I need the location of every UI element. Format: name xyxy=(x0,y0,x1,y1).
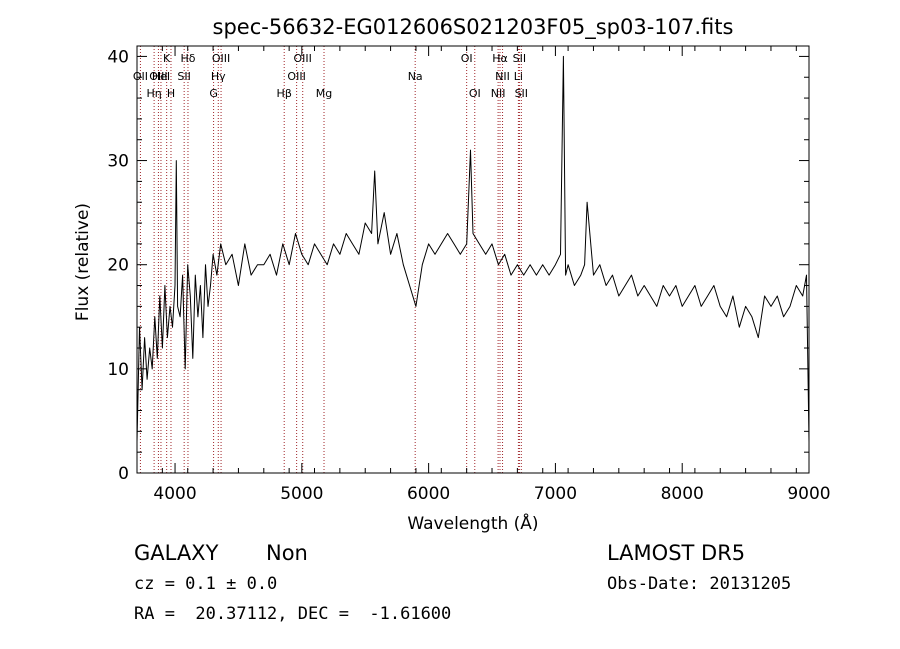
spectrum-line xyxy=(136,55,810,442)
x-axis-label: Wavelength (Å) xyxy=(407,512,538,534)
line-marker-label-10: OIII xyxy=(212,52,230,65)
line-marker-label-5: H xyxy=(167,87,175,100)
line-marker-label-21: Li xyxy=(514,70,523,83)
x-tick-label-1: 5000 xyxy=(280,484,323,504)
line-marker-label-16: OI xyxy=(461,52,473,65)
line-marker-label-2: OIII xyxy=(149,70,167,83)
plot-frame xyxy=(136,45,810,474)
y-tick-label-2: 20 xyxy=(107,256,129,276)
line-marker-label-7: SII xyxy=(177,70,190,83)
object-class: GALAXY xyxy=(134,541,219,565)
y-tick-label-4: 40 xyxy=(107,47,129,67)
line-marker-label-13: OIII xyxy=(294,52,312,65)
line-marker-label-22: SII xyxy=(513,52,526,65)
line-marker-label-9: Hγ xyxy=(211,70,226,83)
line-marker-label-15: Na xyxy=(408,70,423,83)
survey-name: LAMOST DR5 xyxy=(607,541,746,565)
line-marker-label-12: OIII xyxy=(287,70,305,83)
coordinates: RA = 20.37112, DEC = -1.61600 xyxy=(134,604,452,624)
y-tick-label-3: 30 xyxy=(107,152,129,172)
chart-title: spec-56632-EG012606S021203F05_sp03-107.f… xyxy=(213,15,734,40)
observation-date: Obs-Date: 20131205 xyxy=(607,574,792,594)
object-subclass: Non xyxy=(266,541,308,565)
y-tick-label-1: 10 xyxy=(107,360,129,380)
line-marker-label-19: Hα xyxy=(492,52,508,65)
line-marker-label-3: HeI xyxy=(152,70,170,83)
y-tick-label-0: 0 xyxy=(118,464,129,484)
line-marker-label-1: Hη xyxy=(146,87,161,100)
line-marker-label-14: Mg xyxy=(316,87,332,100)
line-marker-label-20: NII xyxy=(495,70,510,83)
line-marker-label-0: OII xyxy=(133,70,148,83)
axis-ticks: 4000 5000 6000 7000 8000 9000 0 10 20 30 40 xyxy=(107,46,831,504)
line-marker-label-11: Hβ xyxy=(277,87,292,100)
x-tick-label-3: 7000 xyxy=(534,484,577,504)
line-marker-label-6: Hδ xyxy=(180,52,195,65)
marker-labels: OIIHηOIIIHeIKHHδSIIGHγOIIIHβOIIIOIIIMgNa… xyxy=(133,52,528,100)
x-tick-label-0: 4000 xyxy=(153,484,196,504)
series-layer xyxy=(136,55,810,442)
x-tick-label-2: 6000 xyxy=(407,484,450,504)
x-tick-label-4: 8000 xyxy=(661,484,704,504)
line-marker-label-18: NII xyxy=(491,87,506,100)
y-axis-label: Flux (relative) xyxy=(73,203,93,321)
redshift-value: cz = 0.1 ± 0.0 xyxy=(134,574,278,594)
line-marker-label-23: SII xyxy=(515,87,528,100)
line-markers xyxy=(139,46,522,473)
x-tick-label-5: 9000 xyxy=(787,484,830,504)
line-marker-label-4: K xyxy=(163,52,171,65)
line-marker-label-8: G xyxy=(209,87,218,100)
line-marker-label-17: OI xyxy=(469,87,481,100)
